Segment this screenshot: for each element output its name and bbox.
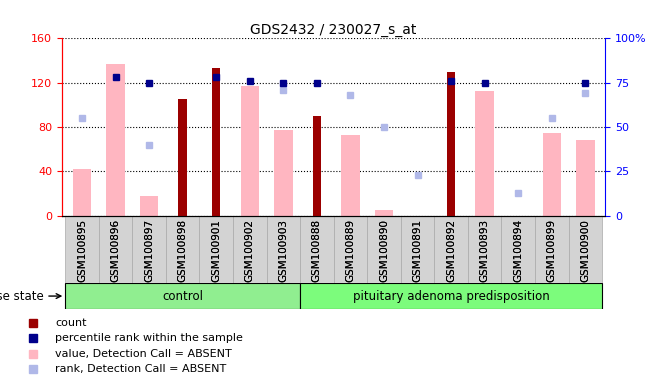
Bar [341, 135, 359, 216]
Text: GSM100893: GSM100893 [480, 219, 490, 282]
Text: GSM100890: GSM100890 [379, 219, 389, 282]
Bar [132, 216, 166, 283]
Text: GSM100903: GSM100903 [279, 219, 288, 282]
Bar [99, 216, 132, 283]
Text: GSM100900: GSM100900 [580, 219, 590, 282]
Text: GSM100895: GSM100895 [77, 219, 87, 282]
Text: GSM100902: GSM100902 [245, 219, 255, 282]
Bar [106, 64, 125, 216]
Bar [65, 283, 300, 309]
Bar [300, 283, 602, 309]
Bar [274, 131, 292, 216]
Text: count: count [55, 318, 87, 328]
Text: GSM100889: GSM100889 [346, 219, 355, 282]
Bar [233, 216, 266, 283]
Bar [333, 216, 367, 283]
Bar [240, 86, 259, 216]
Text: GSM100901: GSM100901 [211, 219, 221, 282]
Bar [576, 141, 594, 216]
Bar [501, 216, 535, 283]
Text: GSM100901: GSM100901 [211, 219, 221, 282]
Text: GSM100895: GSM100895 [77, 219, 87, 282]
Text: GSM100894: GSM100894 [513, 219, 523, 282]
Text: GSM100898: GSM100898 [178, 219, 187, 282]
Bar [434, 216, 468, 283]
Text: GSM100888: GSM100888 [312, 219, 322, 282]
Text: GSM100892: GSM100892 [446, 219, 456, 282]
Text: control: control [162, 290, 203, 303]
Text: GSM100897: GSM100897 [144, 219, 154, 282]
Bar [312, 116, 321, 216]
Text: GSM100898: GSM100898 [178, 219, 187, 282]
Text: rank, Detection Call = ABSENT: rank, Detection Call = ABSENT [55, 364, 227, 374]
Text: GSM100899: GSM100899 [547, 219, 557, 282]
Bar [266, 216, 300, 283]
Text: GSM100897: GSM100897 [144, 219, 154, 282]
Text: disease state: disease state [0, 290, 61, 303]
Text: GSM100892: GSM100892 [446, 219, 456, 282]
Text: GSM100891: GSM100891 [413, 219, 422, 282]
Text: GSM100891: GSM100891 [413, 219, 422, 282]
Text: GSM100900: GSM100900 [580, 219, 590, 282]
Text: GSM100893: GSM100893 [480, 219, 490, 282]
Text: GSM100894: GSM100894 [513, 219, 523, 282]
Bar [367, 216, 401, 283]
Text: GSM100903: GSM100903 [279, 219, 288, 282]
Text: GSM100888: GSM100888 [312, 219, 322, 282]
Text: percentile rank within the sample: percentile rank within the sample [55, 333, 243, 343]
Bar [166, 216, 199, 283]
Text: GSM100889: GSM100889 [346, 219, 355, 282]
Bar [401, 216, 434, 283]
Text: pituitary adenoma predisposition: pituitary adenoma predisposition [353, 290, 549, 303]
Bar [447, 72, 455, 216]
Bar [568, 216, 602, 283]
Bar [375, 210, 393, 216]
Bar [300, 216, 333, 283]
Bar [73, 169, 91, 216]
Bar [468, 216, 501, 283]
Text: GSM100899: GSM100899 [547, 219, 557, 282]
Text: GSM100896: GSM100896 [111, 219, 120, 282]
Bar [542, 132, 561, 216]
Bar [199, 216, 233, 283]
Bar [65, 216, 99, 283]
Bar [475, 91, 494, 216]
Title: GDS2432 / 230027_s_at: GDS2432 / 230027_s_at [251, 23, 417, 37]
Bar [212, 68, 221, 216]
Bar [140, 196, 158, 216]
Text: GSM100890: GSM100890 [379, 219, 389, 282]
Bar [178, 99, 187, 216]
Text: GSM100902: GSM100902 [245, 219, 255, 282]
Text: GSM100896: GSM100896 [111, 219, 120, 282]
Text: value, Detection Call = ABSENT: value, Detection Call = ABSENT [55, 349, 232, 359]
Bar [535, 216, 568, 283]
